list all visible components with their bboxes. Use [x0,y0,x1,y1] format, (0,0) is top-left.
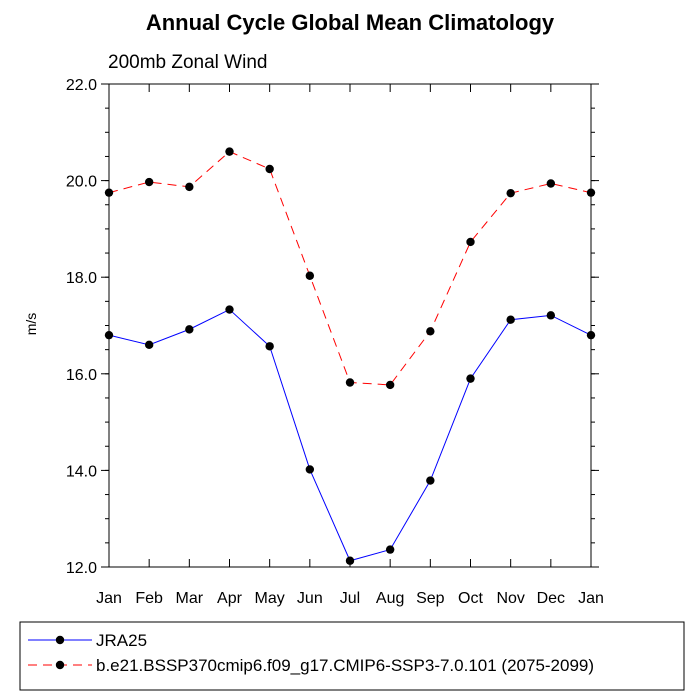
series-point [506,315,515,324]
x-tick-label: May [255,590,285,607]
x-tick-label: Jan [578,590,604,607]
series-point [265,164,274,174]
series-point [586,188,596,197]
y-axis-label: m/s [23,313,39,336]
series-line [108,151,592,386]
series-point [305,271,315,280]
series-point [305,465,315,474]
y-tick-label: 18.0 [66,270,97,287]
series-point [586,330,596,340]
chart-title: Annual Cycle Global Mean Climatology [146,10,555,35]
axis-ticks [101,83,599,568]
series-point [385,380,395,390]
x-tick-label: Jun [297,590,323,607]
series-line [108,308,592,562]
y-tick-label: 14.0 [66,463,97,480]
legend-marker [55,660,65,670]
plot-frame [108,83,592,568]
y-tick-label: 22.0 [66,77,97,94]
x-tick-label: Oct [458,590,483,607]
series-point [385,545,395,554]
y-tick-label: 12.0 [66,560,97,577]
series-point [104,188,114,197]
series-group [104,147,596,565]
x-tick-label: Mar [176,590,204,607]
y-tick-labels: 12.0 14.0 16.0 18.0 20.0 22.0 [66,77,97,577]
series-point [506,188,515,198]
series-point [345,556,355,565]
legend-label: b.e21.BSSP370cmip6.f09_g17.CMIP6-SSP3-7.… [96,656,594,675]
x-tick-label: Nov [496,590,524,607]
x-tick-labels: Jan Feb Mar Apr May Jun Jul Aug Sep Oct Nov Dec Jan [96,590,604,607]
legend-box [19,621,685,691]
series-point [426,327,435,336]
series-point [225,147,234,156]
x-tick-label: Sep [416,590,445,607]
x-tick-label: Aug [376,590,404,607]
series-point [144,177,154,187]
series-point [225,305,234,314]
x-tick-label: Jul [340,590,360,607]
series-point [466,374,475,383]
series-point [265,342,274,351]
y-tick-label: 20.0 [66,174,97,191]
series-point [546,179,556,188]
series-point [144,340,154,350]
x-tick-label: Jan [96,590,122,607]
x-tick-label: Apr [217,590,243,607]
series-point [546,311,556,320]
legend-marker [55,635,65,645]
series-point [466,237,475,247]
series-point [185,182,194,192]
x-tick-label: Feb [135,590,163,607]
series-point [345,378,355,387]
series-point [104,330,114,340]
chart-subtitle: 200mb Zonal Wind [108,52,267,73]
legend: JRA25 b.e21.BSSP370cmip6.f09_g17.CMIP6-SS… [28,631,594,675]
x-tick-label: Dec [537,590,565,607]
legend-label: JRA25 [96,631,147,650]
y-tick-label: 16.0 [66,367,97,384]
series-point [426,476,435,485]
series-point [185,325,194,334]
